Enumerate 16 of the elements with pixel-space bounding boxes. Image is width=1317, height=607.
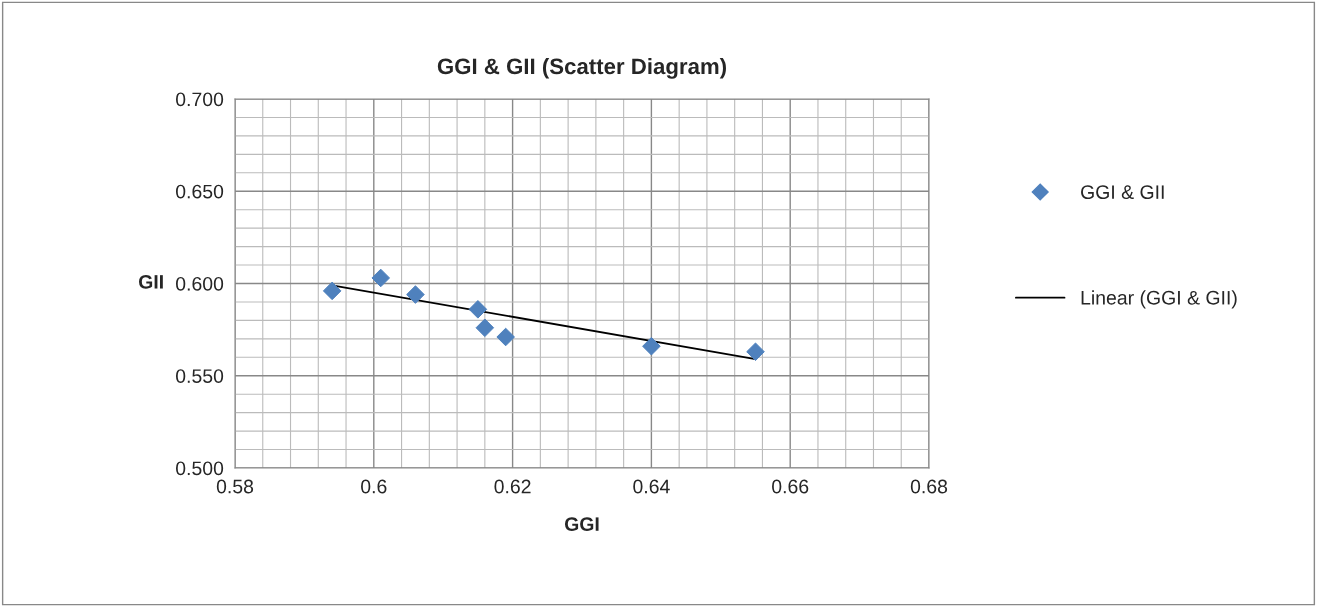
x-tick-label: 0.68 [910, 479, 948, 494]
legend-label: Linear (GGI & GII) [1081, 290, 1237, 309]
y-tick-label: 0.650 [175, 184, 224, 199]
x-tick-label: 0.58 [216, 479, 254, 494]
legend-label: GGI & GII [1081, 185, 1164, 200]
y-tick-label: 0.600 [175, 276, 224, 291]
y-tick-label: 0.700 [175, 92, 224, 107]
x-tick-label: 0.64 [633, 479, 670, 494]
y-axis-title: GII [139, 274, 163, 289]
y-tick-label: 0.500 [175, 461, 224, 476]
x-tick-label: 0.62 [494, 479, 531, 494]
chart-title: GGI & GII (Scatter Diagram) [437, 57, 726, 79]
x-tick-label: 0.6 [361, 479, 387, 494]
y-tick-label: 0.550 [175, 369, 224, 383]
x-tick-label: 0.66 [772, 479, 809, 494]
x-axis-title: GGI [564, 517, 599, 531]
